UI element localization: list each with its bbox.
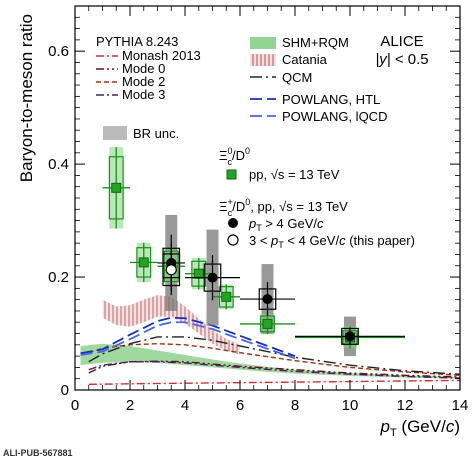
legend-label-mode-3: Mode 3 (122, 87, 165, 102)
model-curves (80, 316, 461, 386)
curve-qcm (88, 336, 461, 375)
legend-xicp-title: Ξ+ c/D0, pp, √s = 13 TeV (219, 197, 348, 218)
x-tick-label: 8 (291, 397, 299, 414)
publication-id: ALI-PUB-567881 (3, 448, 73, 458)
x-tick-label: 14 (452, 397, 469, 414)
y-axis-title: Baryon-to-meson ratio (17, 14, 36, 182)
legend-label-monash-2013: Monash 2013 (122, 48, 201, 63)
legend-xicp-high-label: pT > 4 GeV/c (248, 216, 324, 233)
xic0-marker (262, 318, 273, 329)
x-tick-label: 12 (397, 397, 414, 414)
experiment-label: ALICE (380, 33, 423, 50)
legend-br-swatch (103, 126, 127, 140)
band-catania (102, 295, 240, 355)
legend-swatch-shm-rqm (250, 37, 276, 49)
legend-xicp-low-label: 3 < pT < 4 GeV/c (this paper) (249, 233, 415, 250)
rapidity-label: |y| < 0.5 (375, 51, 428, 68)
legend-label-powlang-htl: POWLANG, HTL (282, 92, 380, 107)
curve-monash-2013 (88, 379, 461, 386)
legend-label-shm-rqm: SHM+RQM (282, 35, 349, 50)
y-tick-label: 0.6 (48, 43, 69, 60)
legend-xicp-low-marker (227, 234, 239, 246)
legend-xicp-high-marker (228, 218, 238, 228)
x-tick-label: 2 (126, 397, 134, 414)
x-tick-label: 10 (342, 397, 359, 414)
x-tick-label: 0 (71, 397, 79, 414)
legend-xic0-label: pp, √s = 13 TeV (249, 167, 340, 182)
data-points (102, 147, 405, 349)
legend-br-label: BR unc. (133, 126, 179, 141)
x-tick-label: 6 (236, 397, 244, 414)
legend-label-catania: Catania (282, 52, 328, 67)
xic0-marker (221, 291, 232, 302)
xic0-marker (193, 268, 204, 279)
curve-powlang-htl (80, 316, 296, 357)
curve-powlang-lqcd (80, 321, 296, 360)
legend-label-mode-0: Mode 0 (122, 61, 165, 76)
curve-mode-2 (88, 342, 461, 377)
legend-models: SHM+RQM Catania QCM POWLANG, HTL POWLANG, lQ… (250, 35, 387, 124)
xicp-high-marker (345, 331, 355, 342)
legend-pythia-title: PYTHIA 8.243 (96, 34, 178, 49)
legend-swatch-catania (250, 54, 276, 66)
xicp-low-marker (165, 264, 177, 276)
legend-label-qcm: QCM (282, 70, 312, 85)
x-tick-label: 4 (181, 397, 189, 414)
y-tick-label: 0.4 (48, 156, 69, 173)
xic0-marker (111, 182, 122, 193)
legend-xic0-marker (226, 169, 237, 180)
xicp-high-marker (207, 272, 218, 283)
curve-mode-3 (88, 361, 461, 379)
xic0-marker (138, 257, 149, 268)
y-tick-label: 0.2 (48, 269, 69, 286)
legend-label-powlang-lqcd: POWLANG, lQCD (282, 109, 387, 124)
x-axis-title: pT (GeV/c) (380, 417, 461, 439)
xicp-high-marker (262, 294, 273, 305)
y-tick-label: 0 (61, 382, 69, 399)
axis-ticks: 0 2 4 6 8 10 12 14 0 0.2 0.4 0.6 (48, 6, 468, 414)
legend-label-mode-2: Mode 2 (122, 74, 165, 89)
legend-xic0-title: Ξ0 c/D0 (219, 146, 250, 167)
